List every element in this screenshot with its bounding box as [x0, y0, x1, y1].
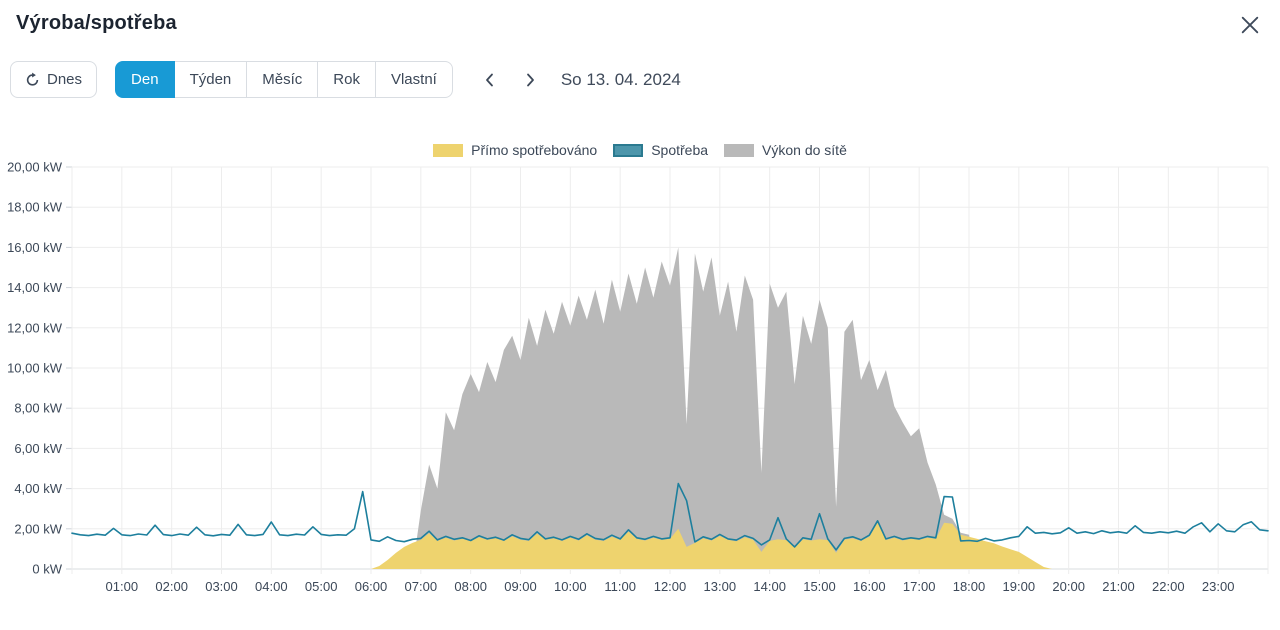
legend-label: Spotřeba [651, 142, 709, 158]
tab-tyden[interactable]: Týden [173, 61, 248, 98]
svg-text:20,00 kW: 20,00 kW [7, 160, 63, 175]
refresh-icon [26, 72, 39, 86]
svg-text:10:00: 10:00 [554, 579, 587, 594]
legend-swatch-vykon-do-site [724, 143, 755, 157]
chart-legend: Přímo spotřebováno Spotřeba Výkon do sít… [0, 141, 1280, 159]
svg-text:2,00 kW: 2,00 kW [14, 521, 62, 536]
svg-text:0 kW: 0 kW [32, 562, 62, 577]
legend-label: Výkon do sítě [762, 142, 847, 158]
svg-text:16:00: 16:00 [853, 579, 886, 594]
svg-text:02:00: 02:00 [155, 579, 188, 594]
legend-label: Přímo spotřebováno [471, 142, 598, 158]
tab-den[interactable]: Den [115, 61, 175, 98]
svg-text:19:00: 19:00 [1003, 579, 1036, 594]
svg-text:21:00: 21:00 [1102, 579, 1135, 594]
svg-text:16,00 kW: 16,00 kW [7, 240, 63, 255]
svg-text:01:00: 01:00 [106, 579, 139, 594]
page-title: Výroba/spotřeba [16, 12, 177, 34]
close-icon [1241, 16, 1259, 34]
tab-mesic[interactable]: Měsíc [246, 61, 319, 98]
svg-text:09:00: 09:00 [504, 579, 537, 594]
svg-text:05:00: 05:00 [305, 579, 338, 594]
svg-text:12:00: 12:00 [654, 579, 687, 594]
legend-item-primo-spotrebovano[interactable]: Přímo spotřebováno [433, 142, 597, 158]
svg-text:20:00: 20:00 [1052, 579, 1085, 594]
tab-rok[interactable]: Rok [317, 61, 376, 98]
svg-text:03:00: 03:00 [205, 579, 238, 594]
svg-text:22:00: 22:00 [1152, 579, 1185, 594]
svg-text:11:00: 11:00 [604, 579, 636, 594]
next-day-button[interactable] [517, 67, 543, 93]
svg-text:08:00: 08:00 [454, 579, 487, 594]
svg-text:23:00: 23:00 [1202, 579, 1235, 594]
svg-text:04:00: 04:00 [255, 579, 288, 594]
legend-swatch-primo-spotrebovano [433, 143, 464, 157]
chevron-left-icon [485, 73, 493, 86]
svg-text:6,00 kW: 6,00 kW [14, 441, 62, 456]
svg-text:15:00: 15:00 [803, 579, 836, 594]
svg-text:8,00 kW: 8,00 kW [14, 401, 62, 416]
svg-text:14,00 kW: 14,00 kW [7, 280, 63, 295]
toolbar: Dnes Den Týden Měsíc Rok Vlastní So 13. … [10, 61, 681, 98]
svg-text:18:00: 18:00 [953, 579, 986, 594]
legend-item-spotreba[interactable]: Spotřeba [613, 142, 708, 158]
svg-text:17:00: 17:00 [903, 579, 936, 594]
tab-vlastni[interactable]: Vlastní [374, 61, 453, 98]
prev-day-button[interactable] [477, 67, 503, 93]
svg-text:07:00: 07:00 [405, 579, 438, 594]
close-button[interactable] [1236, 12, 1264, 40]
svg-text:4,00 kW: 4,00 kW [14, 481, 62, 496]
legend-item-vykon-do-site[interactable]: Výkon do sítě [724, 142, 847, 158]
svg-text:06:00: 06:00 [355, 579, 388, 594]
svg-text:14:00: 14:00 [753, 579, 786, 594]
svg-text:18,00 kW: 18,00 kW [7, 200, 63, 215]
today-label: Dnes [47, 71, 83, 88]
legend-swatch-spotreba [613, 143, 644, 157]
today-button[interactable]: Dnes [10, 61, 98, 98]
date-label: So 13. 04. 2024 [560, 69, 681, 89]
svg-text:13:00: 13:00 [704, 579, 737, 594]
svg-text:10,00 kW: 10,00 kW [7, 361, 63, 376]
chevron-right-icon [526, 73, 534, 86]
svg-text:12,00 kW: 12,00 kW [7, 320, 63, 335]
range-tabs: Den Týden Měsíc Rok Vlastní [115, 61, 453, 98]
